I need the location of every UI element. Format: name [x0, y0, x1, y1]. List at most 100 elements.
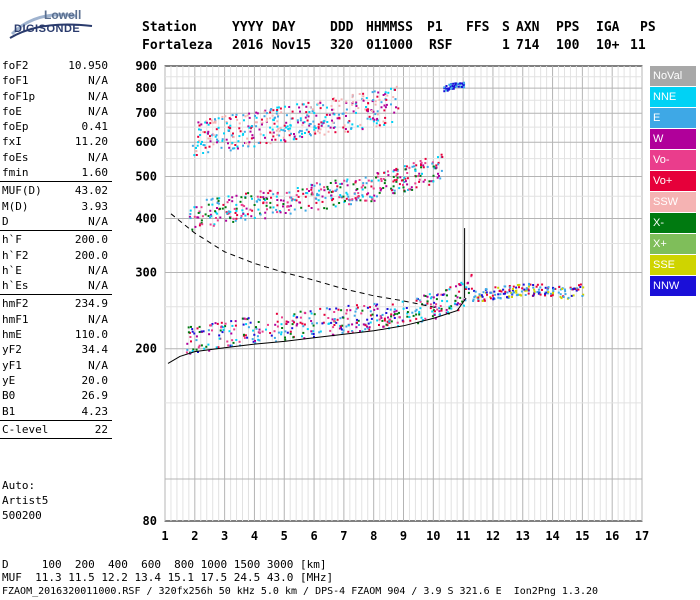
echo-point	[525, 289, 528, 292]
echo-point	[382, 120, 385, 123]
echo-point	[382, 178, 385, 180]
echo-point	[330, 105, 333, 107]
echo-point	[191, 144, 194, 147]
echo-point	[278, 210, 281, 212]
echo-point	[283, 124, 286, 127]
echo-point	[443, 86, 446, 89]
echo-point	[366, 327, 369, 330]
echo-point	[366, 108, 369, 111]
footer-distance: D 100 200 400 600 800 1000 1500 3000 [km…	[2, 558, 327, 571]
echo-point	[254, 121, 257, 124]
echo-point	[376, 314, 378, 317]
echo-point	[239, 130, 242, 133]
echo-point	[419, 174, 422, 177]
echo-point	[422, 319, 424, 322]
echo-point	[282, 136, 285, 139]
echo-point	[289, 196, 292, 199]
echo-point	[269, 201, 272, 204]
echo-point	[350, 203, 352, 206]
echo-point	[347, 324, 350, 327]
echo-point	[331, 318, 334, 321]
header-value: 1	[502, 38, 510, 53]
echo-point	[255, 125, 258, 128]
echo-point	[224, 325, 227, 328]
echo-point	[200, 222, 203, 225]
logo-line-1: Lowell	[44, 8, 82, 22]
echo-point	[269, 142, 272, 145]
echo-point	[480, 294, 483, 297]
echo-point	[188, 215, 191, 218]
echo-point	[240, 196, 243, 199]
echo-point	[269, 332, 272, 334]
echo-point	[403, 176, 406, 179]
echo-point	[368, 326, 371, 329]
echo-point	[359, 199, 362, 202]
echo-point	[341, 331, 344, 334]
echo-point	[214, 211, 217, 214]
echo-point	[215, 346, 218, 349]
echo-point	[255, 111, 258, 114]
echo-point	[462, 304, 465, 307]
echo-point	[395, 167, 398, 170]
echo-point	[338, 327, 341, 330]
echo-point	[249, 321, 252, 324]
echo-point	[544, 292, 547, 295]
echo-point	[362, 92, 365, 95]
echo-point	[201, 223, 204, 226]
param-name: fxI	[2, 135, 22, 149]
echo-point	[419, 300, 422, 303]
echo-point	[227, 344, 230, 347]
echo-point	[451, 87, 454, 90]
header-label: HHMMSS	[366, 20, 413, 35]
echo-point	[306, 328, 309, 331]
echo-point	[408, 166, 411, 169]
param-name: fmin	[2, 166, 29, 180]
echo-point	[532, 294, 535, 297]
header-label: P1	[427, 20, 443, 35]
echo-point	[375, 304, 377, 307]
echo-point	[370, 200, 373, 203]
echo-point	[252, 329, 255, 332]
echo-point	[550, 294, 553, 297]
echo-point	[226, 212, 229, 215]
echo-point	[226, 340, 229, 343]
echo-point	[358, 179, 361, 181]
echo-point	[243, 130, 246, 133]
echo-point	[366, 306, 369, 309]
echo-point	[185, 351, 188, 354]
echo-point	[346, 178, 349, 181]
echo-point	[414, 182, 417, 185]
echo-point	[233, 147, 236, 150]
echo-point	[311, 184, 314, 187]
echo-point	[385, 185, 388, 188]
echo-point	[401, 300, 404, 303]
echo-point	[200, 206, 203, 209]
echo-point	[499, 293, 502, 296]
echo-point	[272, 131, 275, 134]
echo-point	[393, 308, 396, 311]
echo-point	[337, 308, 340, 311]
echo-point	[577, 288, 580, 291]
echo-point	[332, 326, 335, 329]
echo-point	[367, 102, 370, 105]
echo-point	[321, 195, 324, 198]
echo-point	[395, 180, 398, 183]
echo-point	[351, 96, 354, 99]
echo-point	[280, 331, 283, 334]
echo-point	[271, 114, 274, 117]
echo-point	[467, 281, 469, 284]
echo-point	[385, 98, 388, 101]
echo-point	[506, 291, 509, 294]
echo-point	[511, 292, 514, 295]
echo-point	[333, 324, 336, 326]
param-value: N/A	[88, 150, 108, 164]
echo-point	[533, 290, 536, 293]
echo-point	[244, 318, 247, 321]
echo-point	[433, 167, 436, 170]
echo-point	[319, 128, 322, 131]
echo-point	[362, 98, 364, 101]
echo-point	[232, 136, 235, 139]
echo-point	[456, 85, 459, 88]
param-name: foEp	[2, 120, 29, 134]
echo-point	[376, 172, 379, 174]
